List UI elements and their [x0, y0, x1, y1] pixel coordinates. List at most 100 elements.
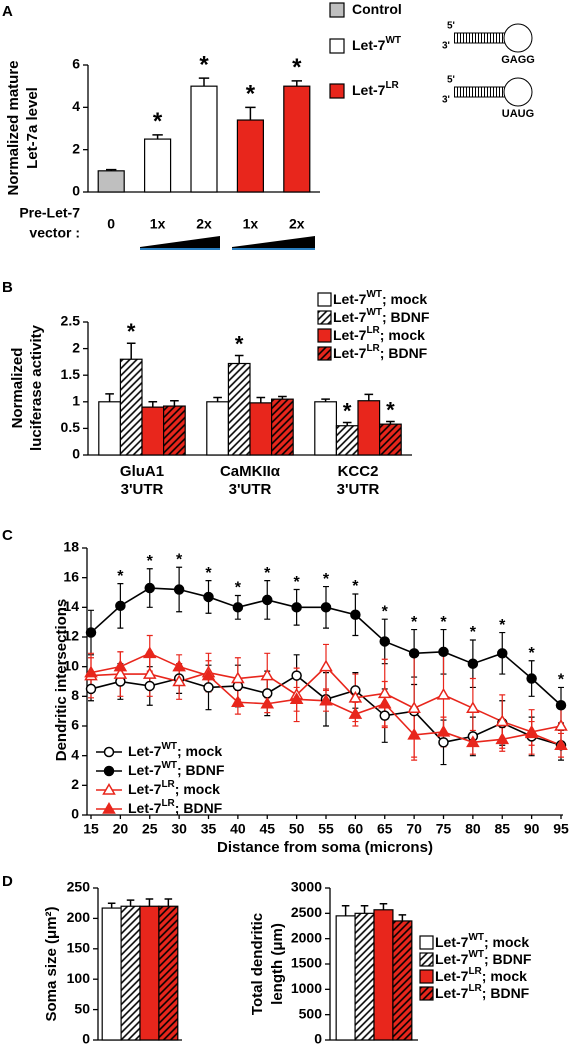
significance: *	[470, 624, 477, 641]
marker	[555, 699, 567, 711]
significance: *	[153, 108, 163, 135]
marker	[85, 627, 97, 638]
bar	[373, 909, 394, 1041]
y-tick-label: 16	[63, 568, 79, 584]
y-tick-label: 0	[72, 446, 80, 462]
legend-label-part: ; BDNF	[175, 800, 223, 816]
error-bar	[360, 904, 369, 914]
y-tick-label: 1.5	[61, 366, 81, 382]
y-axis-label: Normalized	[9, 348, 26, 429]
y-tick-label: 2	[71, 776, 79, 792]
significance: *	[558, 672, 565, 689]
bar	[120, 905, 141, 1041]
bar	[158, 905, 179, 1041]
y-tick-label: 12	[63, 628, 79, 644]
legend-swatch	[317, 346, 332, 361]
marker	[348, 690, 363, 703]
marker	[350, 609, 361, 620]
y-tick-label: 2.5	[61, 313, 81, 329]
x-axis-label: Distance from soma (microns)	[217, 839, 433, 856]
x-tick-label: 2x	[196, 216, 212, 232]
marker	[379, 636, 390, 647]
y-tick-label: 150	[67, 940, 91, 956]
x-tick-label: 55	[318, 821, 334, 837]
marker	[554, 738, 568, 751]
legend-label-part: WT	[385, 35, 401, 46]
bar	[98, 401, 122, 456]
y-tick-label: 500	[299, 1005, 323, 1021]
marker	[466, 701, 480, 713]
marker	[497, 648, 508, 659]
y-tick-label: 200	[67, 909, 91, 925]
dose-wedge	[140, 236, 220, 249]
significance: *	[352, 578, 359, 595]
bar	[163, 405, 186, 456]
bar	[139, 905, 160, 1041]
legend-label-part: Let-7	[333, 345, 367, 361]
legend-label: Let-7LR; BDNF	[435, 983, 530, 1001]
marker	[144, 680, 155, 692]
error-bar	[342, 421, 352, 426]
significance: *	[292, 54, 302, 81]
legend-label: Let-7WT; BDNF	[128, 760, 225, 778]
error-bar	[321, 398, 330, 402]
significance: *	[382, 603, 389, 620]
y-tick-label: 2500	[291, 904, 322, 920]
marker	[262, 594, 273, 606]
marker	[289, 692, 304, 705]
bar	[144, 138, 172, 193]
y-tick-label: 10	[63, 657, 79, 673]
marker	[103, 746, 115, 758]
bar	[354, 912, 375, 1041]
error-bar	[126, 899, 135, 907]
legend-label-part: Let-7	[333, 309, 367, 325]
significance: *	[176, 552, 183, 569]
error-bar	[107, 902, 116, 909]
legend-label: Let-7LR	[352, 80, 400, 98]
x-tick-label: GluA1	[120, 463, 164, 480]
bar	[314, 401, 337, 456]
y-tick-label: 6	[72, 56, 80, 72]
marker	[85, 683, 97, 695]
legend-label-part: WT	[366, 289, 382, 300]
y-tick-label: 0	[71, 806, 79, 822]
y-tick-label: 4	[71, 746, 79, 762]
hairpin-loop-seq: GAGG	[501, 54, 535, 66]
bar	[190, 85, 218, 193]
legend-label-part: WT	[468, 932, 484, 943]
marker	[320, 602, 332, 613]
marker	[438, 737, 449, 748]
y-tick-label: 8	[71, 687, 79, 703]
marker	[436, 724, 451, 737]
error-bar	[164, 898, 173, 907]
legend-label: Let-7WT; BDNF	[333, 307, 430, 325]
bar	[227, 362, 251, 456]
y-tick-label: 3000	[291, 879, 322, 895]
legend-label-part: ; mock	[382, 291, 427, 307]
y-tick-label: 0	[314, 1031, 322, 1047]
error-bar	[398, 914, 407, 921]
legend-label-part: LR	[385, 80, 399, 91]
marker	[103, 765, 115, 777]
legend-label-part: WT	[468, 949, 484, 960]
x-tick-label: 70	[406, 821, 422, 837]
bar	[97, 170, 125, 193]
bar	[101, 907, 122, 1041]
legend-label-part: ; BDNF	[380, 345, 428, 361]
dose-wedge	[232, 236, 315, 249]
legend-label-part: LR	[161, 779, 175, 790]
legend-label-part: Control	[352, 1, 402, 17]
y-axis-label: length (μm)	[269, 923, 286, 1005]
x-tick-label: KCC2	[338, 463, 379, 480]
marker	[172, 674, 186, 687]
panel-label: A	[2, 3, 13, 20]
y-tick-label: 18	[63, 539, 79, 555]
y-axis-label: Normalized mature	[5, 60, 22, 195]
x-tick-label: 0	[107, 216, 115, 232]
error-bar	[379, 902, 388, 910]
legend-swatch	[317, 328, 332, 343]
significance: *	[529, 645, 536, 662]
x-tick-label: 75	[436, 821, 452, 837]
